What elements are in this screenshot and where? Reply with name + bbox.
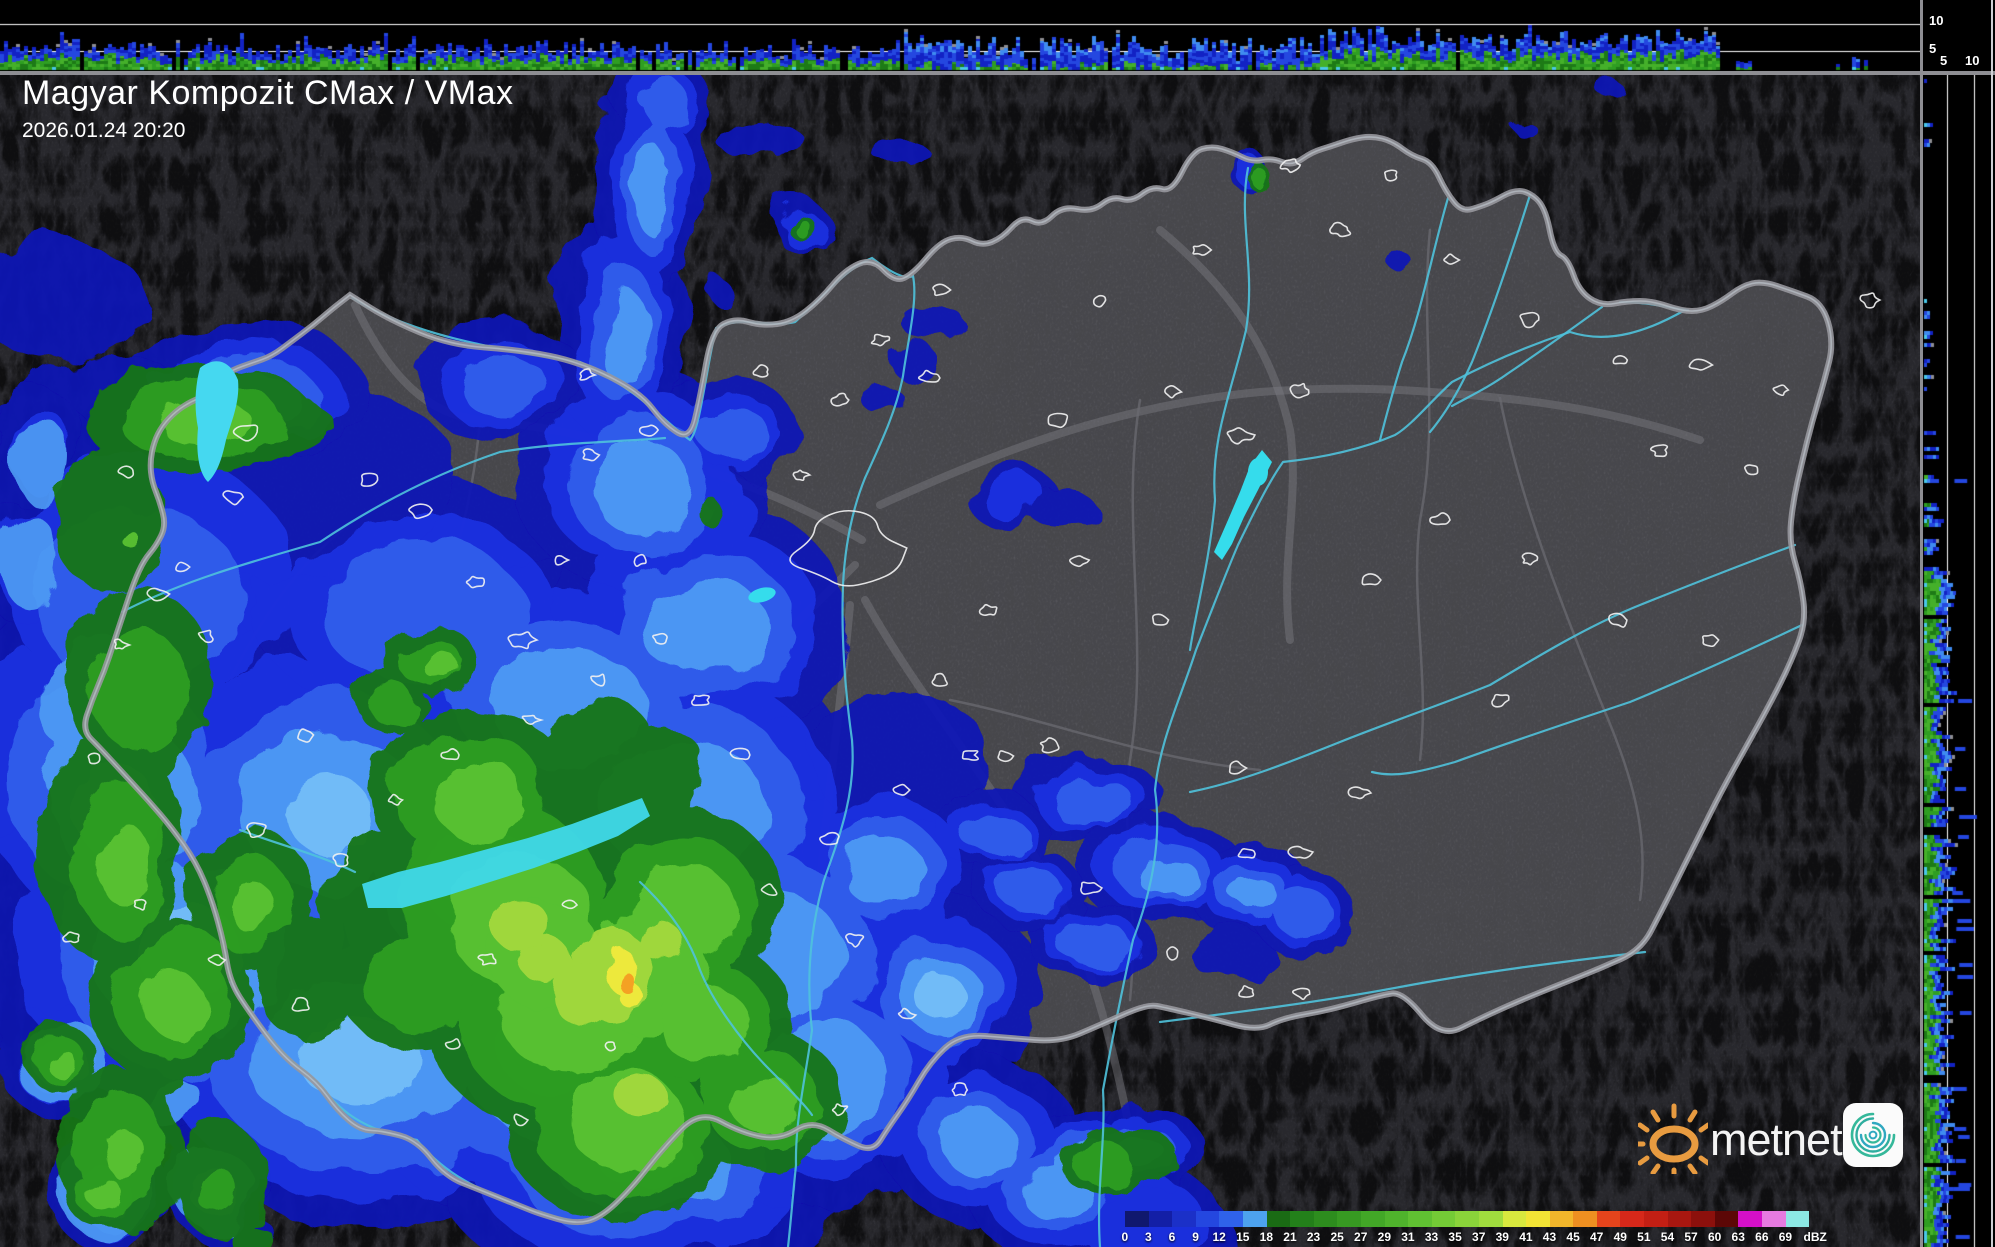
metnet-logo: metnet bbox=[1638, 1098, 1910, 1178]
dbz-swatch bbox=[1549, 1211, 1574, 1227]
dbz-tick-label: 49 bbox=[1613, 1230, 1627, 1244]
header: Magyar Kompozit CMax / VMax 2026.01.24 2… bbox=[22, 74, 514, 143]
lakes bbox=[195, 361, 1272, 908]
city-outlines bbox=[62, 158, 1882, 1127]
dbz-tick-label: 51 bbox=[1637, 1230, 1651, 1244]
vertical-separator bbox=[1920, 0, 1923, 1247]
dbz-scale-labels: 0 3 6 9 12 15 18 21 23 25 27 29 31 33 35 37 39 41 43 45 47 49… bbox=[1113, 1230, 1833, 1244]
right-axis-5km-label: 5 bbox=[1940, 53, 1948, 68]
dbz-tick-label: 35 bbox=[1448, 1230, 1462, 1244]
page-title: Magyar Kompozit CMax / VMax bbox=[22, 74, 514, 112]
dbz-tick-label: 6 bbox=[1168, 1230, 1176, 1244]
dbz-tick-label: 60 bbox=[1707, 1230, 1722, 1244]
horizontal-separator bbox=[0, 71, 1995, 75]
dbz-swatch bbox=[1573, 1211, 1597, 1227]
dbz-swatch bbox=[1785, 1211, 1810, 1227]
timestamp: 2026.01.24 20:20 bbox=[22, 119, 186, 142]
dbz-swatch bbox=[1125, 1211, 1149, 1227]
dbz-swatch bbox=[1431, 1211, 1456, 1227]
top-axis-10km-label: 10 bbox=[1929, 13, 1944, 28]
dbz-tick-label: 9 bbox=[1192, 1230, 1199, 1244]
dbz-tick-label: 43 bbox=[1542, 1230, 1557, 1244]
dbz-swatch bbox=[1360, 1211, 1385, 1227]
dbz-swatch bbox=[1337, 1211, 1361, 1227]
dbz-swatch bbox=[1762, 1211, 1786, 1227]
dbz-tick-label: 12 bbox=[1212, 1230, 1226, 1244]
metnet-app-icon bbox=[1843, 1103, 1903, 1167]
dbz-tick-label: 27 bbox=[1354, 1230, 1368, 1244]
dbz-tick-label: 25 bbox=[1330, 1230, 1344, 1244]
logo-wordmark: metnet bbox=[1710, 1114, 1843, 1165]
dbz-unit-label: dBZ bbox=[1803, 1230, 1827, 1244]
dbz-swatch bbox=[1644, 1211, 1668, 1227]
dbz-swatch bbox=[1148, 1211, 1173, 1227]
dbz-swatch bbox=[1242, 1211, 1267, 1227]
dbz-scale-swatches bbox=[1125, 1211, 1810, 1227]
right-edge-line bbox=[1991, 0, 1993, 1247]
dbz-swatch bbox=[1455, 1211, 1479, 1227]
dbz-swatch bbox=[1172, 1211, 1196, 1227]
top-axis-5km-label: 5 bbox=[1929, 41, 1937, 56]
dbz-tick-label: 63 bbox=[1731, 1230, 1745, 1244]
dbz-swatch bbox=[1526, 1211, 1550, 1227]
dbz-tick-label: 47 bbox=[1589, 1230, 1604, 1244]
dbz-tick-label: 0 bbox=[1121, 1230, 1129, 1244]
dbz-swatch bbox=[1384, 1211, 1409, 1227]
dbz-tick-label: 54 bbox=[1660, 1230, 1675, 1244]
sun-icon bbox=[1638, 1103, 1708, 1174]
dbz-swatch bbox=[1620, 1211, 1645, 1227]
dbz-tick-label: 33 bbox=[1424, 1230, 1439, 1244]
dbz-tick-label: 3 bbox=[1145, 1230, 1152, 1244]
dbz-tick-label: 15 bbox=[1236, 1230, 1250, 1244]
dbz-tick-label: 45 bbox=[1566, 1230, 1580, 1244]
dbz-tick-label: 37 bbox=[1472, 1230, 1486, 1244]
dbz-tick-label: 29 bbox=[1377, 1230, 1391, 1244]
dbz-swatch bbox=[1219, 1211, 1243, 1227]
dbz-tick-label: 18 bbox=[1259, 1230, 1274, 1244]
dbz-tick-label: 23 bbox=[1306, 1230, 1321, 1244]
dbz-swatch bbox=[1478, 1211, 1503, 1227]
dbz-swatch bbox=[1691, 1211, 1715, 1227]
profile-axis-corner: 10 5 5 10 bbox=[1923, 0, 1991, 71]
dbz-swatch bbox=[1596, 1211, 1621, 1227]
dbz-tick-label: 41 bbox=[1519, 1230, 1533, 1244]
right-vmax-profile-strip bbox=[1923, 75, 1991, 1247]
dbz-tick-label: 21 bbox=[1283, 1230, 1297, 1244]
dbz-swatch bbox=[1195, 1211, 1220, 1227]
top-vmax-profile-strip bbox=[0, 0, 1920, 71]
radar-map bbox=[0, 75, 1920, 1247]
hungary-border-highlight bbox=[84, 136, 1833, 1223]
dbz-tick-label: 66 bbox=[1755, 1230, 1769, 1244]
dbz-tick-label: 39 bbox=[1495, 1230, 1509, 1244]
dbz-tick-label: 57 bbox=[1684, 1230, 1698, 1244]
dbz-swatch bbox=[1266, 1211, 1291, 1227]
dbz-swatch bbox=[1714, 1211, 1739, 1227]
dbz-swatch bbox=[1738, 1211, 1763, 1227]
dbz-color-scale: 0 3 6 9 12 15 18 21 23 25 27 29 31 33 35 37 39 41 43 45 47 49… bbox=[1113, 1209, 1853, 1245]
dbz-tick-label: 69 bbox=[1778, 1230, 1793, 1244]
dbz-swatch bbox=[1408, 1211, 1432, 1227]
dbz-swatch bbox=[1290, 1211, 1314, 1227]
dbz-swatch bbox=[1313, 1211, 1338, 1227]
dbz-swatch bbox=[1502, 1211, 1527, 1227]
right-axis-10km-label: 10 bbox=[1965, 53, 1980, 68]
dbz-tick-label: 31 bbox=[1401, 1230, 1415, 1244]
dbz-swatch bbox=[1667, 1211, 1692, 1227]
